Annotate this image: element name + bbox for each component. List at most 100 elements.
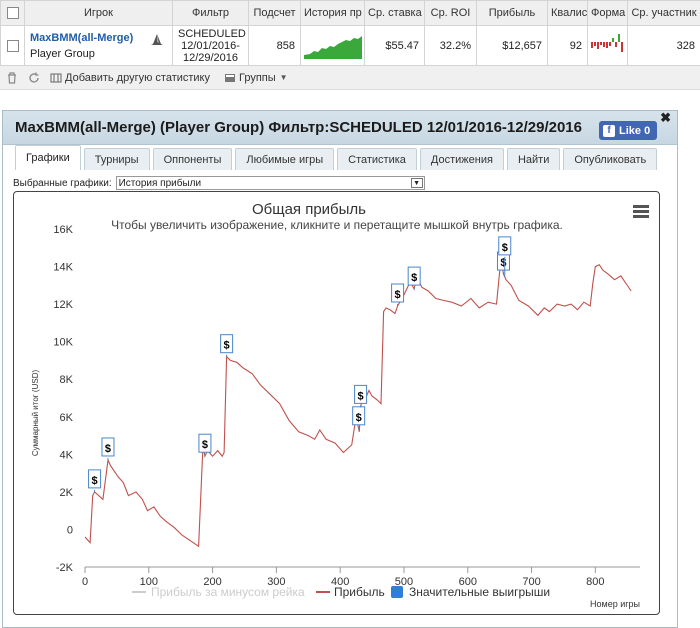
player-dialog: MaxBMM(all-Merge) (Player Group) Фильтр:… bbox=[2, 110, 678, 628]
y-tick-label: 2K bbox=[60, 487, 74, 499]
profit-cell: $12,657 bbox=[476, 25, 548, 66]
y-tick-label: 14K bbox=[53, 262, 73, 274]
profit-chart[interactable]: Общая прибыль Чтобы увеличить изображени… bbox=[14, 192, 659, 614]
x-axis-label: Номер игры bbox=[590, 599, 640, 609]
close-icon[interactable]: ✖ bbox=[660, 110, 671, 125]
table-header-row: Игрок Фильтр Подсчет История пр Ср. став… bbox=[0, 0, 700, 26]
chevron-down-icon: ▼ bbox=[410, 178, 423, 188]
svg-text:$: $ bbox=[358, 390, 364, 402]
x-tick-label: 300 bbox=[267, 576, 285, 588]
form-bars bbox=[591, 34, 623, 52]
groups-dropdown[interactable]: Группы ▼ bbox=[224, 72, 288, 84]
avg-stake-cell: $55.47 bbox=[364, 25, 425, 66]
y-tick-label: 16K bbox=[53, 224, 73, 236]
tab-favorite-games[interactable]: Любимые игры bbox=[235, 148, 335, 170]
y-tick-label: 8K bbox=[60, 374, 74, 386]
y-axis: -2K 0 2K 4K 6K 8K 10K 12K 14K 16K bbox=[53, 224, 73, 574]
trash-icon[interactable] bbox=[6, 71, 18, 84]
filter-date-start: 12/01/2016- bbox=[181, 39, 240, 52]
profit-sparkline bbox=[304, 36, 362, 59]
x-tick-label: 100 bbox=[140, 576, 158, 588]
x-tick-label: 400 bbox=[331, 576, 349, 588]
svg-text:$: $ bbox=[202, 439, 208, 451]
profit-chart-container[interactable]: Общая прибыль Чтобы увеличить изображени… bbox=[13, 191, 660, 615]
chart-select-label: Выбранные графики: bbox=[13, 177, 112, 189]
column-header-form[interactable]: Форма bbox=[587, 0, 628, 26]
dialog-title: MaxBMM(all-Merge) (Player Group) Фильтр:… bbox=[15, 119, 582, 136]
row-checkbox-cell[interactable] bbox=[0, 25, 25, 66]
player-cell: MaxBMM(all-Merge) Player Group bbox=[24, 25, 173, 66]
chart-select-value: История прибыли bbox=[118, 177, 202, 189]
tab-achievements[interactable]: Достижения bbox=[419, 148, 504, 170]
svg-text:$: $ bbox=[356, 412, 362, 424]
filter-type: SCHEDULED bbox=[178, 27, 246, 40]
big-win-flag[interactable]: $ bbox=[88, 469, 102, 492]
big-win-flag[interactable]: $ bbox=[391, 283, 405, 306]
add-column-icon bbox=[50, 73, 62, 82]
x-tick-label: 200 bbox=[203, 576, 221, 588]
table-toolbar: Добавить другую статистику Группы ▼ bbox=[0, 66, 700, 90]
like-label: Like 0 bbox=[619, 124, 651, 137]
table-row[interactable]: MaxBMM(all-Merge) Player Group SCHEDULED… bbox=[0, 25, 700, 66]
facebook-icon: f bbox=[603, 124, 615, 137]
svg-text:$: $ bbox=[411, 272, 417, 284]
tab-tournaments[interactable]: Турниры bbox=[83, 148, 150, 170]
x-tick-label: 700 bbox=[522, 576, 540, 588]
column-header-qualis[interactable]: Квалис bbox=[547, 0, 588, 26]
legend-item-big-wins[interactable]: Значительные выигрыши bbox=[391, 585, 550, 599]
add-stats-button[interactable]: Добавить другую статистику bbox=[50, 72, 210, 84]
player-group-label: Player Group bbox=[30, 47, 95, 60]
column-header-profit[interactable]: Прибыль bbox=[476, 0, 548, 26]
y-tick-label: 10K bbox=[53, 337, 73, 349]
x-axis: 0 100 200 300 400 500 600 700 800 bbox=[82, 566, 640, 588]
column-header-avg-roi[interactable]: Ср. ROI bbox=[424, 0, 477, 26]
column-header-count[interactable]: Подсчет bbox=[248, 0, 301, 26]
big-win-flag[interactable]: $ bbox=[101, 437, 115, 460]
big-win-flag[interactable]: $ bbox=[220, 334, 234, 357]
player-stats-table: Игрок Фильтр Подсчет История пр Ср. став… bbox=[0, 0, 700, 66]
refresh-icon[interactable] bbox=[28, 72, 40, 84]
tab-charts[interactable]: Графики bbox=[15, 145, 81, 170]
legend-item-net-profit[interactable]: Прибыль за минусом рейка bbox=[132, 585, 305, 599]
qualis-cell: 92 bbox=[547, 25, 588, 66]
y-tick-label: 4K bbox=[60, 449, 74, 461]
row-checkbox[interactable] bbox=[6, 39, 19, 52]
dialog-header: MaxBMM(all-Merge) (Player Group) Фильтр:… bbox=[3, 111, 677, 145]
chart-menu-icon[interactable] bbox=[633, 205, 649, 218]
svg-text:$: $ bbox=[500, 257, 506, 269]
svg-text:Значительные выигрыши: Значительные выигрыши bbox=[409, 585, 550, 599]
column-header-player[interactable]: Игрок bbox=[24, 0, 173, 26]
select-all-header[interactable] bbox=[0, 0, 25, 26]
tab-find[interactable]: Найти bbox=[506, 148, 561, 170]
facebook-like-button[interactable]: f Like 0 bbox=[599, 121, 657, 140]
player-name-link[interactable]: MaxBMM(all-Merge) bbox=[30, 31, 134, 44]
dialog-tabs: Графики Турниры Оппоненты Любимые игры С… bbox=[15, 145, 660, 170]
column-header-filter[interactable]: Фильтр bbox=[172, 0, 249, 26]
avg-roi-cell: 32.2% bbox=[424, 25, 477, 66]
avg-participants-cell: 328 bbox=[627, 25, 700, 66]
tab-opponents[interactable]: Оппоненты bbox=[152, 148, 233, 170]
big-win-flag[interactable]: $ bbox=[354, 384, 368, 408]
form-cell bbox=[587, 25, 628, 66]
groups-icon bbox=[225, 73, 235, 82]
chevron-down-icon: ▼ bbox=[279, 73, 288, 82]
tab-statistics[interactable]: Статистика bbox=[337, 148, 417, 170]
y-tick-label: -2K bbox=[56, 562, 74, 574]
column-header-avg-stake[interactable]: Ср. ставка bbox=[364, 0, 425, 26]
legend-item-profit[interactable]: Прибыль bbox=[316, 585, 385, 599]
column-header-avg-participants[interactable]: Ср. участник bbox=[627, 0, 700, 26]
x-tick-label: 800 bbox=[586, 576, 604, 588]
chart-select[interactable]: История прибыли ▼ bbox=[115, 176, 425, 190]
big-win-flag[interactable]: $ bbox=[498, 236, 512, 277]
column-header-history[interactable]: История пр bbox=[300, 0, 365, 26]
chart-title: Общая прибыль bbox=[252, 201, 366, 218]
big-win-flag[interactable]: $ bbox=[198, 433, 212, 457]
y-tick-label: 6K bbox=[60, 412, 74, 424]
y-tick-label: 12K bbox=[53, 299, 73, 311]
big-win-flag[interactable]: $ bbox=[407, 266, 421, 290]
select-all-checkbox[interactable] bbox=[6, 7, 19, 20]
svg-text:$: $ bbox=[502, 242, 508, 254]
chart-subtitle: Чтобы увеличить изображение, кликните и … bbox=[111, 218, 563, 232]
tab-publish[interactable]: Опубликовать bbox=[563, 148, 658, 170]
big-win-flag[interactable]: $ bbox=[352, 406, 366, 429]
